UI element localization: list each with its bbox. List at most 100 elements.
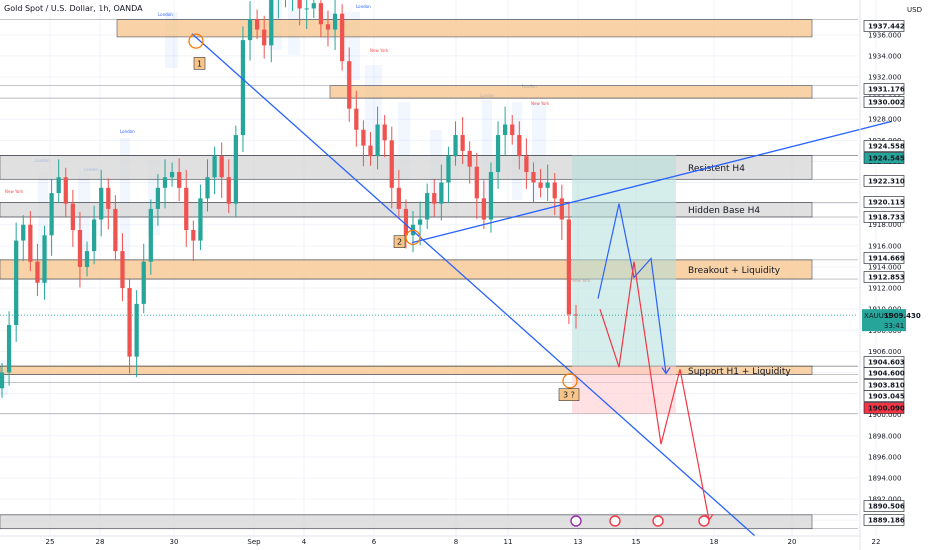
x-tick-label: 25 bbox=[46, 538, 55, 546]
y-tick-label: 1898.000 bbox=[868, 432, 901, 440]
candle-body bbox=[226, 177, 231, 204]
zone-7 bbox=[0, 514, 813, 530]
level-tag-text: 1914.669 bbox=[868, 255, 905, 263]
candle-body bbox=[297, 0, 302, 9]
currency-label: USD bbox=[907, 6, 922, 14]
candle-body bbox=[106, 187, 111, 209]
candle-body bbox=[28, 224, 33, 262]
session-label: London bbox=[356, 4, 371, 9]
session-boxes: LondonLondonLondonLondonLondonLondonLond… bbox=[0, 0, 591, 395]
candle-body bbox=[375, 124, 380, 157]
candle-body bbox=[318, 3, 324, 25]
candle-body bbox=[84, 251, 90, 267]
candle-body bbox=[184, 187, 189, 231]
x-tick-label: 8 bbox=[454, 538, 458, 546]
candle-body bbox=[531, 171, 536, 183]
level-tag bbox=[863, 96, 905, 108]
level-tag-text: 1931.176 bbox=[868, 86, 905, 94]
event-icon bbox=[570, 515, 582, 527]
level-tag bbox=[863, 140, 905, 152]
candle-body bbox=[467, 150, 472, 167]
level-tag-text: 1920.115 bbox=[868, 199, 905, 207]
candle-body bbox=[134, 303, 139, 357]
candle-body bbox=[269, 0, 274, 46]
marker-label: 2 bbox=[397, 238, 402, 247]
candle-body bbox=[148, 208, 153, 262]
level-tag-text: 1930.002 bbox=[868, 99, 905, 107]
candle-body bbox=[99, 187, 104, 220]
event-icon bbox=[698, 515, 710, 527]
candle-body bbox=[120, 251, 125, 289]
session-label: London bbox=[158, 12, 173, 17]
zone-label: Resistent H4 bbox=[688, 164, 745, 174]
candle-body bbox=[389, 140, 394, 188]
zone-5 bbox=[116, 19, 813, 38]
candle-body bbox=[141, 261, 146, 304]
candle-body bbox=[127, 288, 132, 357]
marker-circle bbox=[405, 229, 421, 246]
candle-body bbox=[0, 372, 5, 389]
session-label: New York bbox=[370, 48, 389, 53]
candle-body bbox=[14, 240, 19, 325]
candle-body bbox=[56, 177, 61, 194]
level-tag-text: 1922.310 bbox=[868, 178, 905, 186]
zones: Resistent H4 Hidden Base H4 Breakout + Liq… bbox=[0, 19, 858, 530]
candle-body bbox=[219, 156, 224, 178]
candle-body bbox=[403, 208, 409, 236]
level-tag bbox=[863, 175, 905, 187]
candle-body bbox=[425, 193, 430, 220]
level-tag bbox=[863, 402, 905, 414]
candle-body bbox=[503, 124, 508, 136]
level-tag bbox=[863, 367, 905, 379]
candle-body bbox=[113, 208, 118, 252]
candle-body bbox=[566, 219, 572, 315]
level-tag bbox=[863, 196, 905, 208]
candle-body bbox=[233, 135, 238, 204]
y-tick-label: 1914.000 bbox=[868, 263, 901, 271]
candle-body bbox=[262, 29, 267, 46]
chart-title: Gold Spot / U.S. Dollar, 1h, OANDA bbox=[4, 4, 143, 13]
y-tick-label: 1896.000 bbox=[868, 453, 901, 461]
x-tick-label: 28 bbox=[96, 538, 105, 546]
candle-body bbox=[446, 156, 451, 183]
marker-label: 3 ? bbox=[563, 391, 575, 400]
candle-body bbox=[396, 187, 401, 209]
session-label: London bbox=[120, 129, 135, 134]
candle-body bbox=[177, 171, 182, 188]
candle-body bbox=[198, 198, 203, 241]
level-tag bbox=[863, 271, 905, 283]
candle-body bbox=[247, 18, 253, 41]
x-tick-label: 20 bbox=[788, 538, 797, 546]
level-tag bbox=[863, 514, 905, 526]
session-box bbox=[120, 138, 130, 262]
candle-body bbox=[474, 166, 479, 199]
candle-body bbox=[70, 203, 75, 231]
level-tag-text: 1904.600 bbox=[868, 370, 905, 378]
candle-body bbox=[162, 177, 168, 188]
x-tick-label: Sep bbox=[247, 538, 261, 546]
candle-body bbox=[35, 261, 40, 283]
level-tag bbox=[863, 152, 905, 164]
y-tick-label: 1916.000 bbox=[868, 242, 901, 250]
trendlines bbox=[191, 33, 893, 537]
level-tag-text: 1937.442 bbox=[868, 23, 905, 31]
candle-body bbox=[21, 224, 26, 241]
level-tag-text: 1890.506 bbox=[868, 503, 905, 511]
candle-body bbox=[63, 177, 68, 204]
session-box bbox=[512, 102, 522, 200]
x-tick-label: 18 bbox=[710, 538, 719, 546]
candle-body bbox=[325, 24, 331, 30]
level-tag-text: 1900.090 bbox=[868, 405, 905, 413]
candle-body bbox=[361, 129, 366, 146]
stop-loss-zone bbox=[572, 366, 676, 414]
ascending-trendline bbox=[411, 120, 893, 244]
candle-body bbox=[368, 145, 373, 157]
candle-body bbox=[77, 230, 83, 267]
zone-6 bbox=[329, 85, 813, 99]
candle-body bbox=[254, 18, 260, 30]
candle-body bbox=[481, 198, 487, 220]
bullish-projection bbox=[597, 203, 667, 374]
candle-body bbox=[524, 156, 529, 172]
y-tick-label: 1912.000 bbox=[868, 285, 901, 293]
